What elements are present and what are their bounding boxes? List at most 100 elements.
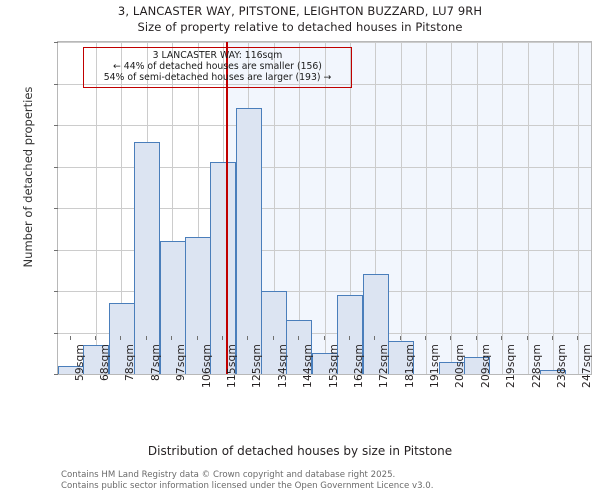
y-gridline (58, 208, 591, 209)
x-tick-label: 181sqm (404, 344, 416, 388)
x-tick-mark (450, 336, 451, 340)
x-tick-label: 78sqm (124, 344, 136, 382)
x-tick-mark (577, 336, 578, 340)
x-tick-mark (120, 336, 121, 340)
annotation-line-3: 54% of semi-detached houses are larger (… (103, 72, 332, 84)
footer-line-2: Contains public sector information licen… (61, 480, 434, 491)
histogram-bar (210, 162, 236, 374)
x-tick-mark (374, 336, 375, 340)
x-tick-mark (247, 336, 248, 340)
y-axis-title: Number of detached properties (21, 86, 35, 268)
x-tick-mark (222, 336, 223, 340)
x-tick-label: 228sqm (531, 344, 543, 388)
y-gridline (58, 291, 591, 292)
x-gridline (502, 42, 503, 374)
x-gridline (121, 42, 122, 374)
chart-title-block: 3, LANCASTER WAY, PITSTONE, LEIGHTON BUZ… (0, 4, 600, 35)
plot-inner (58, 42, 591, 374)
property-size-marker-line (226, 42, 228, 374)
x-tick-mark (552, 336, 553, 340)
x-tick-mark (501, 336, 502, 340)
histogram-bar (185, 237, 211, 374)
footer-line-1: Contains HM Land Registry data © Crown c… (61, 470, 396, 480)
x-gridline (451, 42, 452, 374)
x-tick-label: 172sqm (378, 344, 390, 388)
plot-area: 01020304050607080 (54, 41, 592, 375)
x-tick-mark (146, 336, 147, 340)
x-gridline (578, 42, 579, 374)
histogram-bar (363, 274, 389, 374)
x-gridline (375, 42, 376, 374)
x-tick-mark (527, 336, 528, 340)
x-gridline (198, 42, 199, 374)
histogram-bar (540, 370, 566, 374)
x-tick-label: 106sqm (201, 344, 213, 388)
x-tick-mark (425, 336, 426, 340)
histogram-bar (286, 320, 312, 374)
y-gridline (58, 125, 591, 126)
x-gridline (477, 42, 478, 374)
histogram-bar (388, 341, 414, 374)
y-tick-mark (54, 84, 58, 85)
x-gridline (426, 42, 427, 374)
y-tick-mark (54, 125, 58, 126)
x-tick-mark (95, 336, 96, 340)
x-axis-title: Distribution of detached houses by size … (147, 444, 453, 458)
x-tick-label: 59sqm (74, 344, 86, 382)
y-gridline (58, 84, 591, 85)
property-annotation-box: 3 LANCASTER WAY: 116sqm ← 44% of detache… (83, 47, 352, 88)
attribution-footer: Contains HM Land Registry data © Crown c… (61, 470, 433, 491)
x-gridline (528, 42, 529, 374)
histogram-bar (83, 345, 109, 374)
x-gridline (553, 42, 554, 374)
x-gridline (325, 42, 326, 374)
x-tick-mark (400, 336, 401, 340)
y-tick-mark (54, 42, 58, 43)
x-tick-label: 219sqm (505, 344, 517, 388)
histogram-bar (109, 303, 135, 374)
x-gridline (274, 42, 275, 374)
x-gridline (401, 42, 402, 374)
histogram-bar (261, 291, 287, 374)
chart-subtitle: Size of property relative to detached ho… (137, 20, 463, 34)
annotation-line-1: 3 LANCASTER WAY: 116sqm (152, 50, 283, 61)
y-tick-mark (54, 208, 58, 209)
x-tick-mark (324, 336, 325, 340)
x-tick-label: 87sqm (150, 344, 162, 382)
y-gridline (58, 250, 591, 251)
x-tick-label: 68sqm (99, 344, 111, 382)
x-tick-label: 115sqm (226, 344, 238, 388)
y-gridline (58, 42, 591, 43)
y-tick-mark (54, 291, 58, 292)
histogram-bar (134, 142, 160, 374)
x-tick-label: 134sqm (277, 344, 289, 388)
x-gridline (96, 42, 97, 374)
histogram-bar (464, 357, 490, 374)
annotation-line-2: ← 44% of detached houses are smaller (15… (113, 61, 322, 73)
y-tick-mark (54, 167, 58, 168)
x-gridline (172, 42, 173, 374)
x-tick-label: 200sqm (454, 344, 466, 388)
histogram-bar (337, 295, 363, 374)
x-tick-label: 97sqm (175, 344, 187, 382)
y-gridline (58, 333, 591, 334)
x-gridline (350, 42, 351, 374)
x-tick-mark (70, 336, 71, 340)
x-tick-label: 247sqm (581, 344, 593, 388)
x-tick-mark (171, 336, 172, 340)
x-tick-label: 144sqm (302, 344, 314, 388)
y-gridline (58, 167, 591, 168)
x-tick-mark (273, 336, 274, 340)
x-tick-label: 153sqm (328, 344, 340, 388)
x-gridline (299, 42, 300, 374)
x-tick-mark (298, 336, 299, 340)
y-tick-mark (54, 374, 58, 375)
x-tick-label: 125sqm (251, 344, 263, 388)
x-tick-label: 191sqm (429, 344, 441, 388)
x-tick-mark (197, 336, 198, 340)
x-tick-label: 238sqm (556, 344, 568, 388)
y-tick-mark (54, 250, 58, 251)
x-tick-mark (476, 336, 477, 340)
x-tick-label: 209sqm (480, 344, 492, 388)
